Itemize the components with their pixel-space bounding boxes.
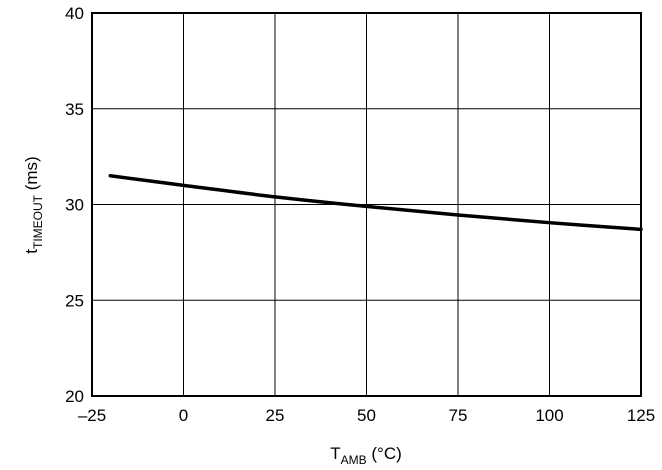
x-tick-label: 25 [266,406,285,425]
plot-frame [91,12,642,397]
y-tick-label: 30 [65,196,84,215]
y-axis-label: tTIMEOUT (ms) [22,156,45,253]
x-axis-label: TAMB (°C) [330,444,402,467]
y-tick-label: 35 [65,100,84,119]
series-line [108,174,643,232]
x-tick-label: 100 [535,406,563,425]
series-layer [108,174,643,232]
y-tick-label: 20 [65,387,84,406]
x-tick-label: 0 [179,406,188,425]
y-tick-label: 40 [65,4,84,23]
x-tick-label: 50 [357,406,376,425]
tick-labels: –25 0 25 50 75 100 125 20 25 30 35 40 [65,4,655,425]
grid [92,13,641,396]
x-tick-label: –25 [78,406,106,425]
y-tick-label: 25 [65,291,84,310]
x-tick-label: 125 [627,406,655,425]
x-tick-label: 75 [449,406,468,425]
